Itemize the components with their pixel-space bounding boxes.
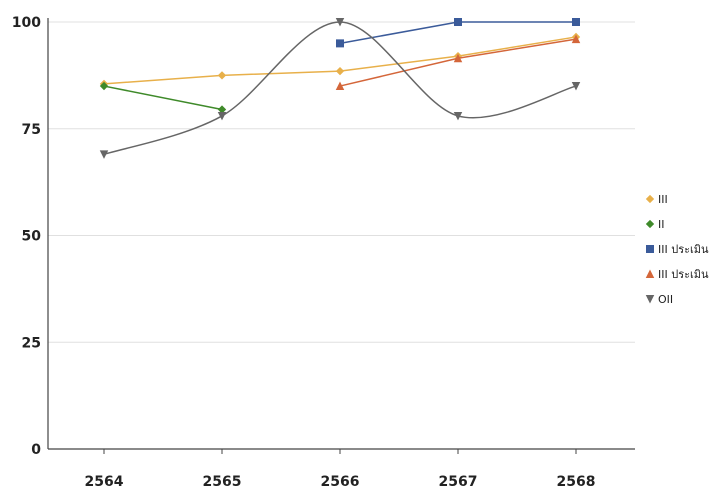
x-tick-label: 2565 <box>203 474 242 490</box>
y-tick-label: 100 <box>12 15 41 31</box>
data-point <box>335 18 345 27</box>
legend-label-0: ІІІ <box>658 193 668 206</box>
y-tick-label: 0 <box>31 442 41 458</box>
legend-label-3: ІІІ ประเมิน 2 <box>658 268 709 281</box>
y-tick-label: 50 <box>22 229 42 245</box>
data-point <box>571 82 581 91</box>
x-tick-label: 2568 <box>557 474 596 490</box>
x-tick-label: 2566 <box>321 474 360 490</box>
data-point <box>571 34 581 44</box>
legend-label-1: ІІ <box>658 218 665 231</box>
data-point <box>217 71 227 80</box>
series-line-1 <box>103 85 223 111</box>
legend-marker-2 <box>646 245 654 253</box>
y-tick-label: 25 <box>22 335 41 351</box>
legend-marker-3 <box>645 269 655 278</box>
data-point <box>453 53 463 63</box>
y-tick-label: 75 <box>22 122 41 138</box>
data-point <box>99 150 109 159</box>
data-point <box>335 66 345 76</box>
data-point <box>336 39 344 48</box>
data-point <box>453 111 463 121</box>
data-point <box>217 111 227 121</box>
x-tick-label: 2564 <box>85 474 124 490</box>
legend-marker-4 <box>645 295 655 304</box>
series-line-3 <box>339 38 577 87</box>
legend-label-2: ІІІ ประเมิน 1 <box>658 243 709 256</box>
data-point <box>572 18 580 26</box>
data-point <box>454 18 462 26</box>
legend-marker-1 <box>645 219 655 229</box>
x-tick-label: 2567 <box>439 474 478 490</box>
legend-label-4: ОІІ <box>658 293 673 306</box>
data-point <box>99 81 109 91</box>
legend-marker-0 <box>645 194 655 204</box>
data-point <box>335 81 345 91</box>
